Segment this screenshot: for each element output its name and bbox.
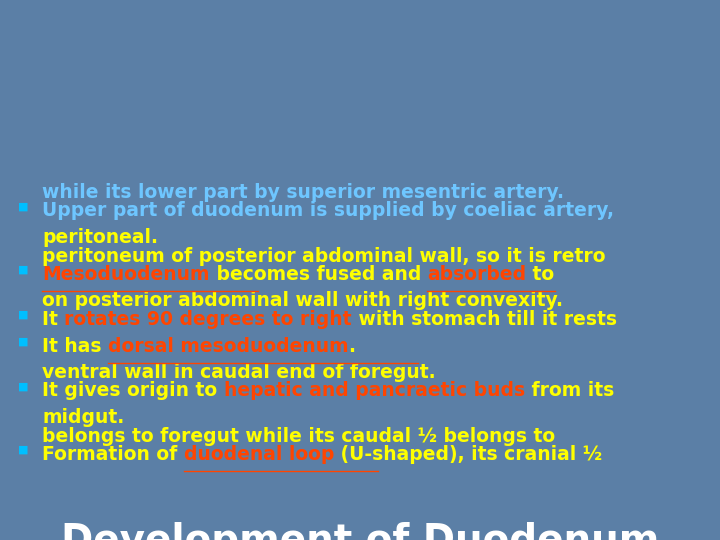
Text: absorbed: absorbed (428, 265, 526, 284)
Text: with stomach till it rests: with stomach till it rests (352, 310, 617, 329)
Text: hepatic and pancraetic buds: hepatic and pancraetic buds (224, 381, 525, 401)
Text: It: It (42, 310, 64, 329)
Text: It has: It has (42, 336, 108, 355)
Text: It gives origin to: It gives origin to (42, 381, 224, 401)
Text: belongs to foregut while its caudal ½ belongs to: belongs to foregut while its caudal ½ be… (42, 427, 555, 446)
Text: on posterior abdominal wall with right convexity.: on posterior abdominal wall with right c… (42, 292, 563, 310)
Text: rotates 90 degrees to right: rotates 90 degrees to right (64, 310, 352, 329)
Text: Mesoduodenum: Mesoduodenum (42, 265, 210, 284)
Text: dorsal mesoduodenum: dorsal mesoduodenum (108, 336, 348, 355)
Text: (U-shaped), its cranial ½: (U-shaped), its cranial ½ (334, 445, 602, 464)
Text: Formation of: Formation of (42, 445, 184, 464)
Text: while its lower part by superior mesentric artery.: while its lower part by superior mesentr… (42, 183, 564, 202)
Text: from its: from its (525, 381, 614, 401)
Text: ■: ■ (18, 265, 29, 275)
Text: becomes fused and: becomes fused and (210, 265, 428, 284)
Text: ■: ■ (18, 336, 29, 347)
Text: peritoneum of posterior abdominal wall, so it is retro: peritoneum of posterior abdominal wall, … (42, 246, 606, 266)
Text: .: . (348, 336, 356, 355)
Text: Upper part of duodenum is supplied by coeliac artery,: Upper part of duodenum is supplied by co… (42, 201, 614, 220)
Text: peritoneal.: peritoneal. (42, 228, 158, 247)
Text: ■: ■ (18, 381, 29, 391)
Text: Development of Duodenum: Development of Duodenum (60, 522, 660, 540)
Text: to: to (526, 265, 554, 284)
Text: ■: ■ (18, 201, 29, 212)
Text: ■: ■ (18, 310, 29, 320)
Text: ■: ■ (18, 445, 29, 455)
Text: ventral wall in caudal end of foregut.: ventral wall in caudal end of foregut. (42, 363, 436, 382)
Text: duodenal loop: duodenal loop (184, 445, 334, 464)
Text: midgut.: midgut. (42, 408, 125, 427)
